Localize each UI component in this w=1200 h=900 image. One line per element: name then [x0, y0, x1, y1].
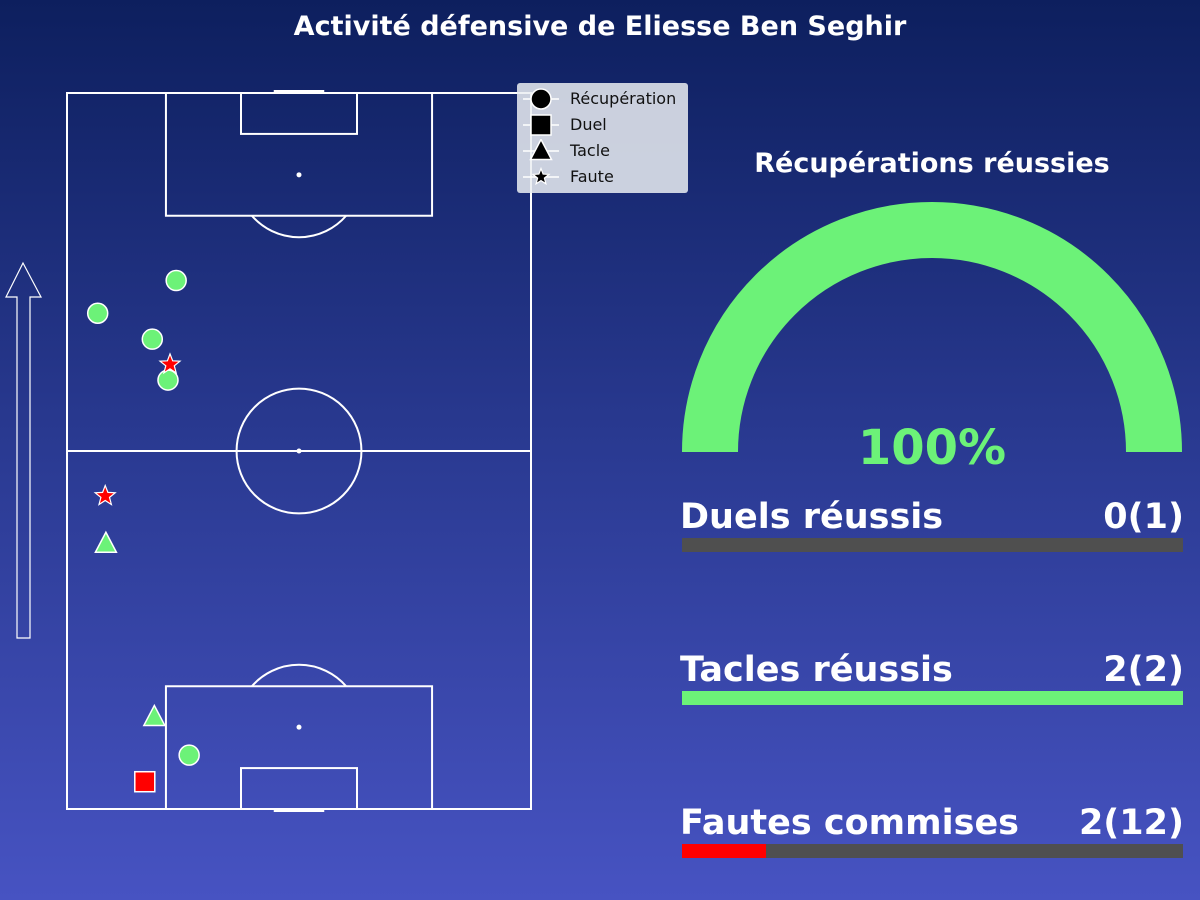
legend-item: Duel	[517, 112, 688, 138]
legend-label: Duel	[570, 115, 607, 134]
penalty-spot-bottom	[296, 724, 302, 730]
legend-item: Faute	[517, 164, 688, 190]
event-marker-circle	[165, 269, 187, 292]
legend-symbol	[530, 88, 552, 110]
penalty-box-bottom	[164, 685, 434, 810]
gauge-arc	[682, 202, 1182, 453]
pitch-map	[5, 90, 532, 812]
stat-tackles-label: Tacles réussis	[680, 650, 953, 690]
penalty-arc-top	[251, 215, 347, 239]
goal-box-top	[240, 92, 358, 135]
legend-item: Tacle	[517, 138, 688, 164]
stat-fouls-fill	[682, 844, 766, 858]
legend-marker-square	[523, 114, 559, 136]
penalty-spot-top	[296, 172, 302, 178]
event-marker-star	[93, 483, 117, 506]
event-marker-square	[134, 770, 156, 793]
goal-box-bottom	[240, 767, 358, 810]
legend-label: Tacle	[570, 141, 611, 160]
legend-item: Récupération	[517, 86, 688, 112]
legend-marker-star	[523, 166, 559, 186]
stat-duels-bar	[682, 538, 1183, 552]
stat-fouls-bar	[682, 844, 1183, 858]
event-marker-circle	[141, 328, 164, 350]
gauge-title: Récupérations réussies	[754, 148, 1110, 179]
gauge-value: 100%	[857, 420, 1007, 476]
legend-marker-circle	[523, 88, 559, 110]
attack-direction-arrow	[5, 261, 42, 639]
stat-tackles-value: 2(2)	[1103, 650, 1184, 690]
event-marker-star	[158, 352, 182, 375]
center-circle	[235, 387, 363, 515]
stat-tackles-bar	[682, 691, 1183, 705]
event-marker-circle	[178, 744, 200, 766]
event-marker-circle	[157, 369, 179, 391]
penalty-arc-bottom	[251, 663, 347, 687]
event-marker-triangle	[142, 703, 167, 727]
legend-marker-triangle	[523, 139, 559, 161]
legend-label: Récupération	[570, 89, 677, 108]
legend-symbol	[529, 139, 553, 161]
center-spot	[296, 448, 302, 454]
chart-title: Activité défensive de Eliesse Ben Seghir	[293, 11, 907, 42]
event-marker-triangle	[94, 530, 118, 553]
legend-label: Faute	[570, 167, 614, 186]
recovery-gauge	[682, 202, 1182, 453]
penalty-box-top	[164, 92, 434, 217]
stat-duels-value: 0(1)	[1103, 497, 1184, 537]
event-marker-circle	[86, 302, 109, 325]
stat-tackles-fill	[682, 691, 1183, 705]
legend: Récupération Duel Tacle Faute	[517, 83, 688, 193]
legend-symbol	[530, 114, 552, 136]
stat-fouls-value: 2(12)	[1078, 803, 1184, 843]
stat-duels-label: Duels réussis	[680, 497, 944, 537]
legend-symbol	[531, 166, 551, 186]
stat-fouls-label: Fautes commises	[680, 803, 1020, 843]
